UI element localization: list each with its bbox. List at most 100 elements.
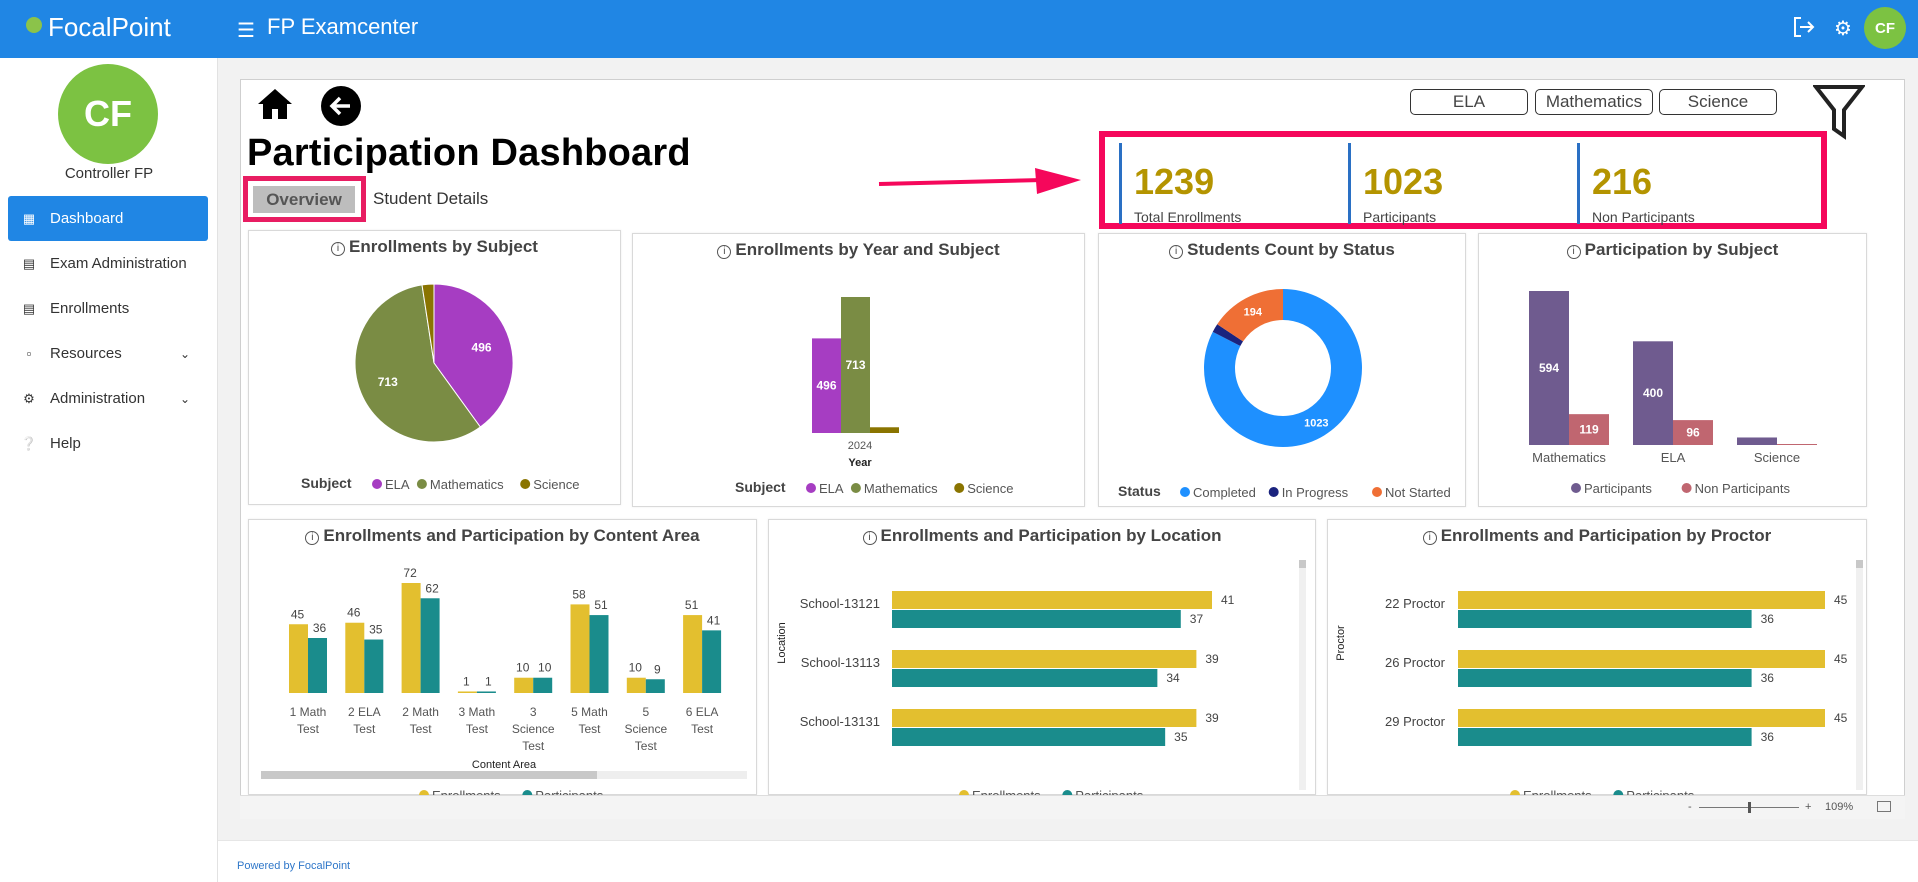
kpi-highlight-box: 1239 Total Enrollments 1023 Participants…	[1099, 131, 1827, 229]
legend-item: ELA	[819, 481, 844, 496]
filter-ela-button[interactable]: ELA	[1410, 89, 1528, 115]
bar	[1458, 650, 1825, 668]
legend-marker	[806, 483, 816, 493]
sidebar-item-administration[interactable]: ⚙ Administration ⌄	[8, 376, 208, 421]
info-icon[interactable]: i	[862, 531, 877, 545]
x-tick-label: Mathematics	[1532, 450, 1606, 465]
y-tick-label: 26 Proctor	[1385, 655, 1446, 670]
legend-item: Participants	[1075, 788, 1143, 796]
kpi-label: Participants	[1363, 209, 1437, 225]
sidebar-item-label: Enrollments	[50, 300, 130, 317]
data-label: 51	[594, 598, 608, 612]
filter-mathematics-button[interactable]: Mathematics	[1535, 89, 1653, 115]
app-title: FP Examcenter	[267, 14, 419, 39]
legend-item: Completed	[1193, 485, 1256, 500]
legend-item: ELA	[385, 477, 410, 492]
x-tick-label: Test	[466, 722, 489, 736]
clipboard-icon: ▫	[26, 346, 32, 361]
bar-chart: 496 713 2024 Year Subject ELA Mathematics Scien…	[735, 297, 1013, 496]
legend-item: Enrollments	[432, 788, 501, 796]
exam-admin-icon: ▤	[22, 255, 36, 271]
kpi-participants: 1023 Participants	[1348, 143, 1574, 225]
x-tick-label: 2 Math	[402, 705, 439, 719]
tab-student-details[interactable]: Student Details	[373, 189, 489, 208]
data-label: 10	[538, 661, 552, 675]
data-label: 51	[685, 598, 699, 612]
zoom-slider-handle[interactable]	[1748, 802, 1751, 813]
user-avatar[interactable]: CF	[1864, 7, 1906, 49]
help-icon: ❔	[20, 435, 38, 451]
filter-science-button[interactable]: Science	[1659, 89, 1777, 115]
y-tick-label: 29 Proctor	[1385, 714, 1446, 729]
sidebar-item-enrollments[interactable]: ▤ Enrollments	[8, 286, 208, 331]
chart-title: i Enrollments and Participation by Conten…	[249, 526, 756, 546]
settings-gear-icon[interactable]: ⚙	[1834, 18, 1852, 40]
back-arrow-icon[interactable]	[321, 86, 361, 126]
data-label: 72	[403, 566, 417, 580]
fit-to-page-icon[interactable]	[1877, 801, 1891, 812]
card-enrollments-by-location: i Enrollments and Participation by Locati…	[768, 519, 1316, 796]
legend-item: Science	[967, 481, 1013, 496]
card-enrollments-by-proctor: i Enrollments and Participation by Procto…	[1327, 519, 1867, 796]
legend-marker	[416, 479, 427, 489]
data-label: 96	[1686, 426, 1700, 440]
info-icon[interactable]: i	[1422, 531, 1437, 545]
info-icon[interactable]: i	[717, 245, 732, 259]
brand-logo[interactable]: FocalPoint	[26, 12, 171, 43]
x-tick-label: 2024	[848, 440, 872, 452]
donut-slice	[1204, 289, 1362, 447]
home-icon[interactable]	[255, 86, 295, 127]
zoom-in-button[interactable]: +	[1805, 801, 1812, 813]
legend-marker	[520, 479, 531, 489]
bar	[457, 691, 477, 693]
sidebar-item-resources[interactable]: ▫ Resources ⌄	[8, 331, 208, 376]
data-label: 36	[1761, 671, 1775, 685]
data-label: 34	[1166, 671, 1180, 685]
footer-powered-by[interactable]: Powered by FocalPoint	[237, 860, 351, 872]
hamburger-menu-icon[interactable]: ☰	[237, 20, 255, 42]
sidebar-item-dashboard[interactable]: ▦ Dashboard	[8, 196, 208, 241]
x-tick-label: Test	[297, 722, 320, 736]
logout-icon[interactable]	[1792, 16, 1816, 44]
card-participation-by-subject: i Participation by Subject 594 119 Mathemat…	[1478, 233, 1867, 507]
bar	[401, 583, 421, 693]
chart-title: i Enrollments and Participation by Locati…	[769, 526, 1315, 546]
tab-overview[interactable]: Overview	[253, 186, 355, 213]
info-icon[interactable]: i	[331, 242, 346, 256]
x-tick-label: 3 Math	[459, 705, 496, 719]
sidebar-item-help[interactable]: ❔ Help	[8, 421, 208, 466]
x-tick-label: ELA	[1661, 450, 1686, 465]
zoom-out-button[interactable]: -	[1688, 801, 1692, 813]
legend-marker	[954, 483, 965, 493]
legend-item: Enrollments	[1523, 788, 1592, 796]
x-tick-label: Science	[624, 722, 667, 736]
filter-funnel-icon[interactable]	[1811, 84, 1867, 145]
bar	[1458, 669, 1752, 687]
info-icon[interactable]: i	[1169, 245, 1184, 259]
info-icon[interactable]: i	[1566, 245, 1581, 259]
info-icon[interactable]: i	[305, 531, 320, 545]
x-tick-label: Science	[1754, 450, 1800, 465]
data-label: 36	[313, 621, 327, 635]
bar	[345, 622, 365, 693]
gear-icon: ⚙	[23, 390, 35, 406]
sidebar: CF Controller FP ▦ Dashboard ▤ Exam Admi…	[0, 58, 218, 882]
x-axis-label: Year	[848, 457, 872, 469]
bar	[589, 615, 609, 693]
bar	[420, 598, 440, 693]
card-enrollments-by-content-area: i Enrollments and Participation by Conten…	[248, 519, 757, 796]
x-tick-label: 6 ELA	[686, 705, 719, 719]
pie-slice	[433, 283, 514, 428]
bar	[289, 624, 308, 693]
x-tick-label: 3	[530, 705, 537, 719]
data-label: 37	[1190, 612, 1204, 626]
legend-item: Participants	[1626, 788, 1694, 796]
legend-item: Enrollments	[972, 788, 1041, 796]
sidebar-item-exam-administration[interactable]: ▤ Exam Administration	[8, 241, 208, 286]
y-tick-label: School-13113	[801, 655, 880, 670]
bar	[1737, 437, 1777, 445]
focalpoint-logo-icon	[26, 16, 42, 33]
sidebar-item-label: Exam Administration	[50, 255, 187, 272]
